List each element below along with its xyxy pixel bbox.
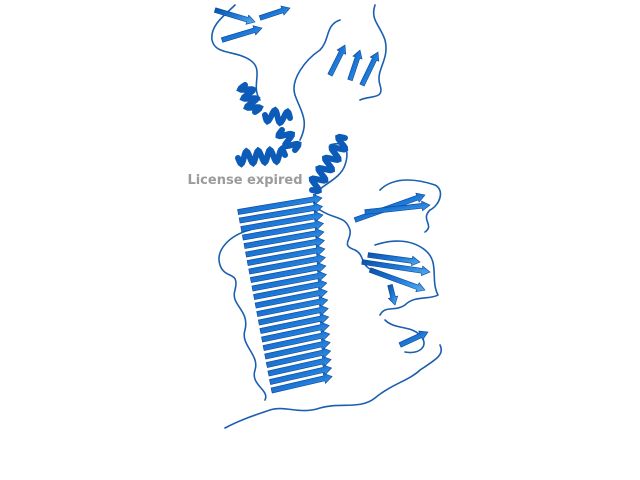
helix xyxy=(275,127,302,153)
beta-strand xyxy=(242,219,324,241)
beta-strand xyxy=(270,372,333,394)
alpha-helices xyxy=(235,82,349,195)
coil xyxy=(224,344,442,429)
beta-strand xyxy=(267,355,332,377)
helix xyxy=(308,133,349,195)
beta-strand xyxy=(251,270,327,292)
beta-sheets xyxy=(213,5,431,394)
beta-strand xyxy=(238,202,324,224)
coil xyxy=(359,4,387,101)
beta-strand xyxy=(387,284,399,306)
beta-strand xyxy=(213,7,256,25)
beta-strand xyxy=(237,193,323,215)
beta-strand xyxy=(327,44,347,77)
beta-strand xyxy=(253,278,328,300)
beta-strand xyxy=(264,338,331,360)
beta-strand xyxy=(359,51,380,87)
beta-strand xyxy=(367,252,421,267)
beta-strand xyxy=(265,347,332,368)
coil xyxy=(218,229,267,401)
watermark: License expired xyxy=(187,173,302,188)
beta-strand xyxy=(254,287,328,309)
beta-strand xyxy=(368,267,426,293)
beta-strand xyxy=(261,321,330,343)
beta-strand xyxy=(364,200,431,215)
beta-strand xyxy=(243,227,325,249)
beta-strand xyxy=(248,253,326,275)
coil xyxy=(379,179,442,233)
beta-strand xyxy=(398,330,429,348)
beta-strand xyxy=(361,259,431,277)
helix xyxy=(236,82,264,115)
beta-strand xyxy=(220,25,263,43)
coil xyxy=(374,240,439,316)
beta-strand xyxy=(245,236,325,258)
beta-strand xyxy=(269,364,333,385)
beta-strand xyxy=(259,313,330,334)
beta-strand xyxy=(256,295,329,317)
beta-strand xyxy=(257,304,329,326)
beta-strand xyxy=(258,5,291,21)
beta-strand xyxy=(347,49,363,82)
coil xyxy=(211,4,261,101)
coil xyxy=(293,19,341,141)
beta-strand xyxy=(249,261,327,283)
helix xyxy=(235,145,288,168)
beta-strand xyxy=(246,244,326,266)
beta-strand xyxy=(262,330,331,351)
beta-strand xyxy=(240,210,324,232)
helix xyxy=(262,106,293,127)
